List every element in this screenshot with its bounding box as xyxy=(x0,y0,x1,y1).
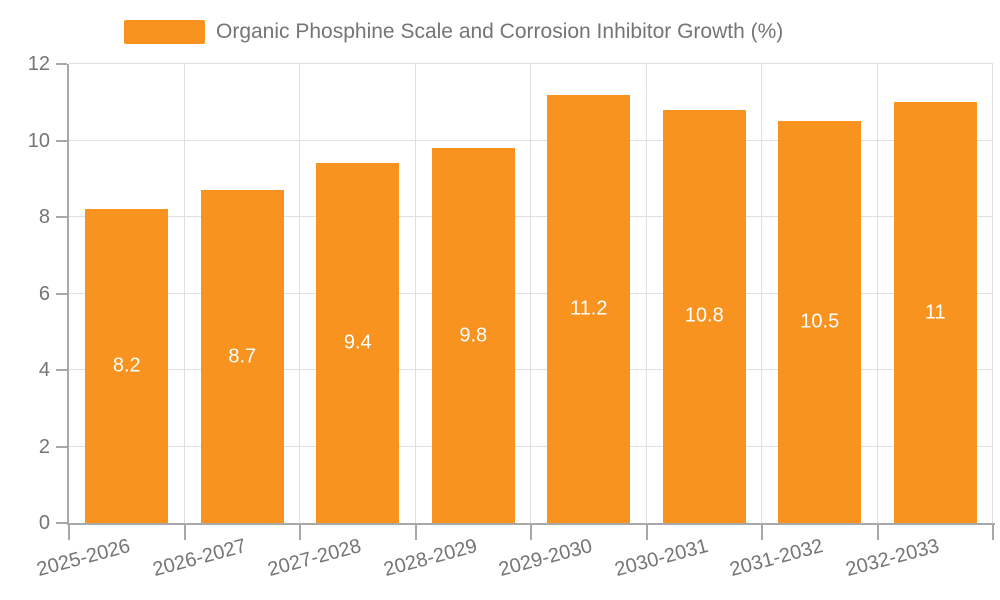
x-axis-label: 2029-2030 xyxy=(496,534,595,581)
x-axis-tick xyxy=(761,523,763,540)
bar-2025-2026[interactable]: 8.2 xyxy=(85,209,169,523)
gridline-vertical xyxy=(183,64,185,523)
legend-swatch-icon xyxy=(124,20,205,44)
x-axis-tick xyxy=(299,523,301,540)
gridline-vertical xyxy=(645,64,647,523)
bar-2030-2031[interactable]: 10.8 xyxy=(662,109,746,523)
x-axis-tick xyxy=(68,523,70,540)
x-axis-tick xyxy=(992,523,994,540)
y-axis-tick xyxy=(56,139,67,142)
x-axis-label: 2025-2026 xyxy=(34,534,133,581)
y-axis-tick xyxy=(56,63,67,65)
legend-label: Organic Phosphine Scale and Corrosion In… xyxy=(216,20,784,43)
gridline-horizontal xyxy=(69,292,993,294)
bar-2028-2029[interactable]: 9.8 xyxy=(431,148,515,523)
y-axis-label: 12 xyxy=(27,53,50,75)
gridline-vertical xyxy=(414,64,416,523)
y-axis-label: 10 xyxy=(27,129,50,152)
x-axis-label: 2032-2033 xyxy=(843,534,942,581)
x-axis-label: 2031-2032 xyxy=(727,534,826,581)
bar-2026-2027[interactable]: 8.7 xyxy=(200,190,284,523)
y-axis-tick xyxy=(56,292,67,295)
y-axis-label: 0 xyxy=(38,512,50,534)
x-axis-label: 2028-2029 xyxy=(381,534,480,581)
x-axis-tick xyxy=(645,523,648,540)
bar-value-label: 8.7 xyxy=(228,345,257,368)
plot-area: 8.2 2025-2026 8.7 2026-2027 9.4 2027-2028 9.8 2… xyxy=(35,63,995,581)
x-axis-tick xyxy=(414,523,417,540)
y-axis-label: 4 xyxy=(38,359,50,381)
bar-value-label: 9.8 xyxy=(459,324,488,347)
gridline-vertical xyxy=(530,64,531,523)
bar-value-label: 9.4 xyxy=(343,331,372,354)
x-axis-tick xyxy=(183,523,186,540)
y-axis-label: 6 xyxy=(38,282,50,305)
y-axis-tick xyxy=(56,522,67,524)
y-axis-label: 2 xyxy=(38,435,50,458)
legend-item[interactable]: Organic Phosphine Scale and Corrosion In… xyxy=(124,20,783,44)
gridline-horizontal xyxy=(69,63,993,64)
gridline-horizontal xyxy=(69,369,993,370)
x-axis-label: 2026-2027 xyxy=(150,534,249,581)
y-axis-tick xyxy=(56,216,67,218)
gridline-vertical xyxy=(299,64,300,523)
gridline-vertical xyxy=(992,64,993,523)
gridline-horizontal xyxy=(69,216,993,217)
x-axis-label: 2030-2031 xyxy=(612,534,711,581)
bar-2032-2033[interactable]: 11 xyxy=(893,102,977,523)
y-axis-line xyxy=(67,64,69,525)
gridline-vertical xyxy=(876,64,878,523)
y-axis-tick xyxy=(56,369,67,371)
x-axis-tick xyxy=(876,523,879,540)
bar-value-label: 11 xyxy=(924,301,946,324)
gridline-horizontal xyxy=(69,139,993,141)
x-axis-label: 2027-2028 xyxy=(265,534,364,581)
bar-value-label: 10.5 xyxy=(800,310,840,333)
bar-2029-2030[interactable]: 11.2 xyxy=(547,94,631,523)
bar-value-label: 11.2 xyxy=(570,297,608,320)
x-axis-tick xyxy=(530,523,532,540)
bar-value-label: 8.2 xyxy=(112,354,141,377)
bar-2027-2028[interactable]: 9.4 xyxy=(316,163,400,523)
gridline-vertical xyxy=(761,64,762,523)
bar-value-label: 10.8 xyxy=(684,304,724,327)
bar-2031-2032[interactable]: 10.5 xyxy=(778,121,862,523)
y-axis-label: 8 xyxy=(38,206,50,228)
y-axis-tick xyxy=(56,445,67,448)
gridline-horizontal xyxy=(69,445,993,447)
